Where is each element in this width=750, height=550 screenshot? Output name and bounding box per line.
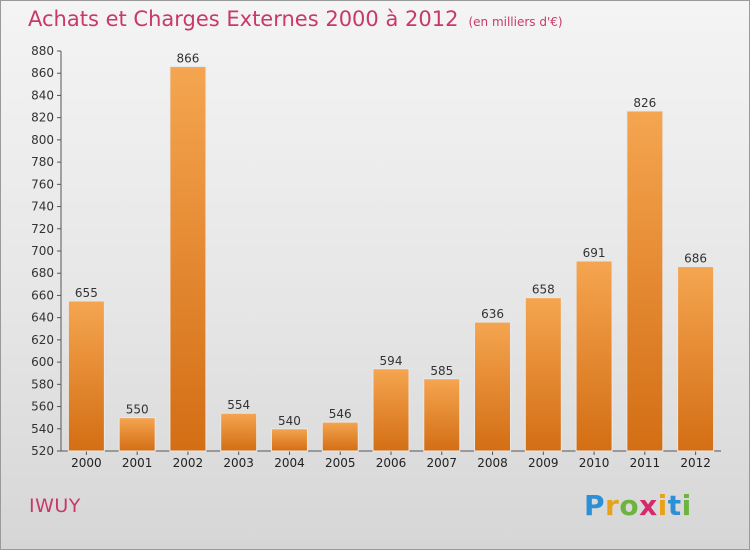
y-tick-label: 860: [31, 66, 54, 80]
y-tick-label: 680: [31, 266, 54, 280]
bar: [372, 368, 410, 452]
bar: [270, 428, 308, 452]
bar-value-label: 866: [176, 52, 199, 66]
bar: [321, 421, 359, 452]
y-tick-label: 760: [31, 177, 54, 191]
proxiti-logo: Proxiti: [584, 489, 692, 522]
y-tick-label: 820: [31, 111, 54, 125]
x-tick-label: 2000: [71, 456, 102, 470]
bar-value-label: 691: [583, 246, 606, 260]
commune-name: IWUY: [29, 495, 81, 517]
y-tick-label: 520: [31, 444, 54, 458]
bar: [169, 66, 207, 452]
bar: [626, 110, 664, 452]
x-tick-label: 2006: [376, 456, 407, 470]
chart-title: Achats et Charges Externes 2000 à 2012 (e…: [28, 7, 563, 31]
y-tick-label: 600: [31, 355, 54, 369]
bar-value-label: 554: [227, 398, 250, 412]
chart-subtitle: (en milliers d'€): [468, 15, 563, 29]
y-tick-label: 620: [31, 333, 54, 347]
bar: [423, 378, 461, 452]
y-tick-label: 560: [31, 400, 54, 414]
y-tick-label: 660: [31, 288, 54, 302]
bar-value-label: 658: [532, 283, 555, 297]
bar: [575, 260, 613, 452]
y-tick-label: 740: [31, 200, 54, 214]
y-tick-label: 640: [31, 311, 54, 325]
x-tick-label: 2010: [579, 456, 610, 470]
x-tick-label: 2001: [122, 456, 153, 470]
bar: [474, 321, 512, 452]
bar-value-label: 550: [126, 403, 149, 417]
x-tick-label: 2009: [528, 456, 559, 470]
y-tick-label: 840: [31, 88, 54, 102]
logo-letter: r: [605, 489, 620, 522]
logo-letter: i: [681, 489, 692, 522]
y-tick-label: 540: [31, 422, 54, 436]
bar-value-label: 546: [329, 407, 352, 421]
bar: [677, 266, 715, 452]
y-tick-label: 700: [31, 244, 54, 258]
bar-value-label: 636: [481, 307, 504, 321]
logo-letter: o: [619, 489, 640, 522]
y-tick-label: 800: [31, 133, 54, 147]
x-tick-label: 2005: [325, 456, 356, 470]
bar-value-label: 594: [380, 354, 403, 368]
logo-letter: i: [657, 489, 668, 522]
logo-letter: P: [584, 489, 606, 522]
bar-value-label: 686: [684, 252, 707, 266]
x-tick-label: 2011: [630, 456, 661, 470]
x-tick-label: 2002: [173, 456, 204, 470]
bar-value-label: 826: [633, 96, 656, 110]
bar: [524, 297, 562, 452]
x-tick-label: 2007: [426, 456, 457, 470]
bar: [67, 300, 105, 452]
y-tick-label: 580: [31, 377, 54, 391]
x-tick-label: 2008: [477, 456, 508, 470]
bar: [118, 417, 156, 452]
logo-letter: t: [667, 489, 682, 522]
bar-value-label: 585: [430, 364, 453, 378]
x-tick-label: 2004: [274, 456, 305, 470]
logo-letter: x: [639, 489, 658, 522]
y-tick-label: 880: [31, 44, 54, 58]
y-tick-label: 720: [31, 222, 54, 236]
y-tick-label: 780: [31, 155, 54, 169]
bar-value-label: 655: [75, 286, 98, 300]
bar-value-label: 540: [278, 414, 301, 428]
x-tick-label: 2012: [680, 456, 711, 470]
x-tick-label: 2003: [223, 456, 254, 470]
bar: [220, 412, 258, 452]
